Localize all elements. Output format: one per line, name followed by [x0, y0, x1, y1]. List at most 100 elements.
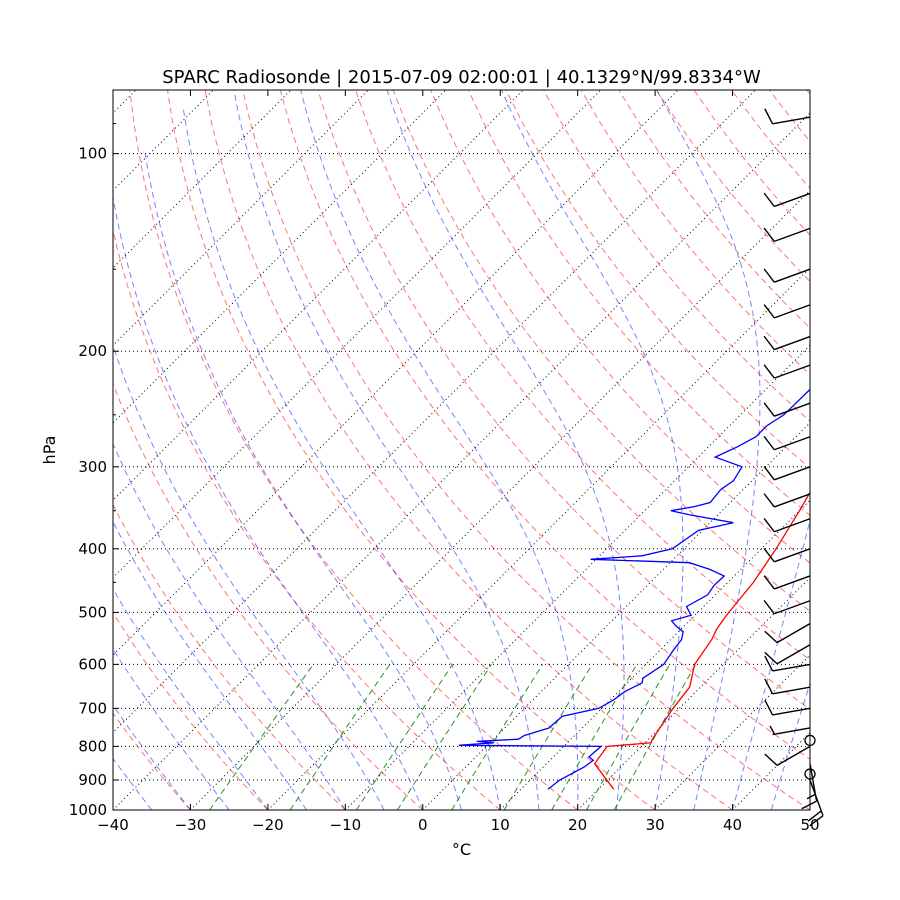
reference-lines — [113, 90, 810, 810]
y-tick-label: 900 — [78, 771, 107, 789]
wind-barb-staff — [776, 745, 811, 766]
wind-barb-flag — [764, 108, 774, 125]
moist-adiabat — [113, 520, 308, 810]
wind-barb — [763, 518, 811, 533]
mixing-ratio-line — [613, 664, 697, 810]
dry-adiabat — [129, 90, 579, 810]
wind-barb — [763, 466, 811, 481]
x-tick-label: −30 — [175, 816, 207, 834]
y-tick-label: 200 — [78, 342, 107, 360]
wind-barb-staff — [772, 686, 811, 695]
dry-adiabat — [113, 382, 424, 810]
dry-adiabat — [113, 712, 191, 810]
x-tick-label: −20 — [252, 816, 284, 834]
wind-barb-staff — [774, 600, 811, 615]
wind-barb — [764, 622, 811, 644]
isotherm-gridline — [113, 90, 602, 579]
axes: −40 −30 −20 −10 0 10 20 30 40 50 100 200 300 400 500 60… — [69, 90, 820, 834]
isotherm-gridline — [190, 189, 810, 810]
x-tick-label: −40 — [97, 816, 129, 834]
wind-barb — [763, 548, 811, 563]
wind-barb-flag — [763, 227, 775, 242]
dry-adiabat — [505, 90, 810, 469]
wind-barb-staff — [772, 707, 811, 716]
wind-barb-flag — [763, 335, 775, 351]
wind-barb-staff — [774, 548, 811, 563]
isotherm-gridline — [113, 90, 292, 269]
wind-barb-staff — [774, 227, 811, 243]
wind-barb-flag — [763, 493, 775, 508]
wind-barb-half-flag — [806, 793, 816, 800]
wind-barb-staff — [772, 116, 811, 125]
wind-barb-flag — [763, 436, 775, 451]
wind-barb-flag — [763, 518, 775, 533]
wind-barb-flag — [763, 192, 775, 207]
moist-adiabat — [656, 90, 761, 810]
plot-frame — [112, 89, 811, 811]
wind-barb — [763, 575, 811, 590]
isotherm-gridline — [113, 90, 447, 424]
wind-barb-flag — [807, 810, 822, 822]
wind-barb — [764, 699, 811, 716]
wind-barb-staff — [774, 493, 811, 508]
wind-barb-flag — [809, 815, 824, 827]
chart-title: SPARC Radiosonde | 2015-07-09 02:00:01 |… — [162, 67, 761, 88]
wind-barb-flag — [763, 402, 775, 417]
wind-barb-flag — [764, 655, 774, 672]
wind-barb-flag — [764, 699, 774, 716]
wind-barb-flag — [764, 651, 778, 665]
dry-adiabat — [543, 90, 810, 422]
wind-barb-staff — [772, 663, 811, 672]
x-tick-label: 20 — [568, 816, 587, 834]
y-tick-label: 300 — [78, 458, 107, 476]
dry-adiabat — [242, 90, 810, 810]
wind-barb-flag — [764, 753, 778, 766]
wind-barb-flag — [763, 304, 775, 319]
mixing-ratio-line — [586, 664, 671, 810]
dry-adiabat — [317, 90, 810, 710]
moist-adiabat — [113, 587, 269, 810]
x-tick-label: 30 — [646, 816, 665, 834]
wind-barb-staff — [774, 402, 811, 417]
mixing-ratio-line — [209, 664, 314, 810]
dry-adiabat — [167, 90, 656, 810]
y-axis-label: hPa — [40, 436, 59, 465]
wind-barb-flag — [764, 630, 778, 644]
mixing-ratio-line — [289, 664, 391, 810]
wind-barb-staff — [774, 304, 811, 319]
temperature-trace — [593, 491, 810, 790]
x-tick-label: −10 — [330, 816, 362, 834]
moist-adiabat — [113, 344, 385, 810]
y-tick-label: 500 — [78, 603, 107, 621]
wind-barb — [764, 678, 811, 695]
wind-barb — [763, 268, 811, 283]
wind-barb — [763, 364, 811, 379]
moist-adiabat — [113, 648, 230, 810]
wind-barb-half-flag — [769, 725, 776, 735]
wind-barb-flag — [763, 548, 775, 563]
wind-barb-flag — [764, 678, 774, 695]
wind-barb-staff — [774, 466, 811, 481]
wind-barb — [763, 304, 811, 319]
moist-adiabat — [233, 90, 540, 810]
x-tick-label: 40 — [723, 816, 742, 834]
mixing-ratio-line — [451, 664, 544, 810]
wind-barb — [763, 335, 811, 351]
wind-barb — [764, 655, 811, 672]
wind-barbs — [763, 108, 824, 827]
wind-barb — [764, 644, 811, 665]
wind-barb-staff — [776, 644, 811, 665]
wind-barb-flag — [763, 600, 775, 615]
wind-barb — [764, 745, 811, 766]
mixing-ratio-line — [355, 664, 454, 810]
wind-barb — [763, 192, 811, 208]
isotherm-gridline — [113, 112, 810, 810]
isotherm-gridline — [113, 90, 679, 656]
y-tick-label: 100 — [78, 145, 107, 163]
wind-barb — [763, 402, 811, 417]
moist-adiabat — [113, 757, 153, 810]
wind-barb-staff — [774, 518, 811, 533]
wind-barb-flag — [763, 466, 775, 481]
wind-barb — [763, 493, 811, 508]
